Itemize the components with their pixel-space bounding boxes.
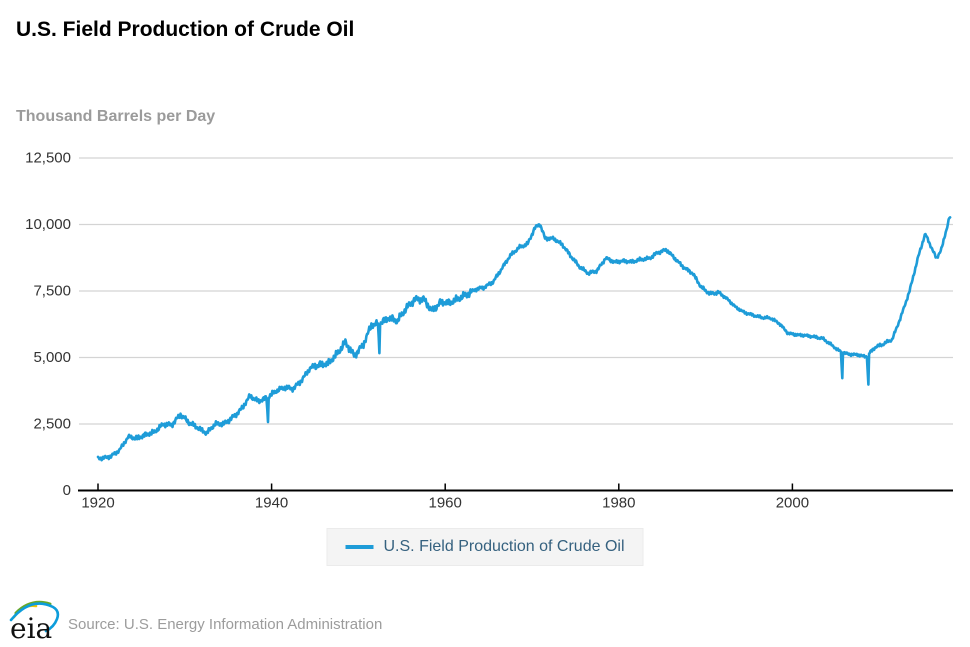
logo-text: eia	[10, 612, 52, 644]
production-series-line[interactable]	[96, 216, 952, 462]
source-text: Source: U.S. Energy Information Administ…	[68, 616, 383, 633]
y-tick-label: 0	[63, 482, 71, 499]
y-tick-label: 7,500	[33, 283, 71, 300]
x-tick-label: 1960	[429, 494, 462, 511]
x-tick-label: 2000	[776, 494, 809, 511]
x-tick-label: 1940	[255, 494, 288, 511]
logo-blue-arc	[9, 602, 60, 633]
y-tick-label: 5,000	[33, 349, 71, 366]
y-tick-label: 10,000	[25, 216, 71, 233]
chart-title: U.S. Field Production of Crude Oil	[16, 18, 355, 41]
legend-label: U.S. Field Production of Crude Oil	[383, 538, 625, 555]
legend-line-swatch	[345, 545, 374, 549]
eia-logo[interactable]: eia	[6, 596, 62, 644]
y-tick-label: 2,500	[33, 416, 71, 433]
x-tick-label: 1920	[81, 494, 114, 511]
y-axis-unit-label: Thousand Barrels per Day	[16, 108, 216, 125]
y-tick-label: 12,500	[25, 150, 71, 167]
x-tick-label: 1980	[602, 494, 635, 511]
legend[interactable]: U.S. Field Production of Crude Oil	[326, 528, 644, 566]
